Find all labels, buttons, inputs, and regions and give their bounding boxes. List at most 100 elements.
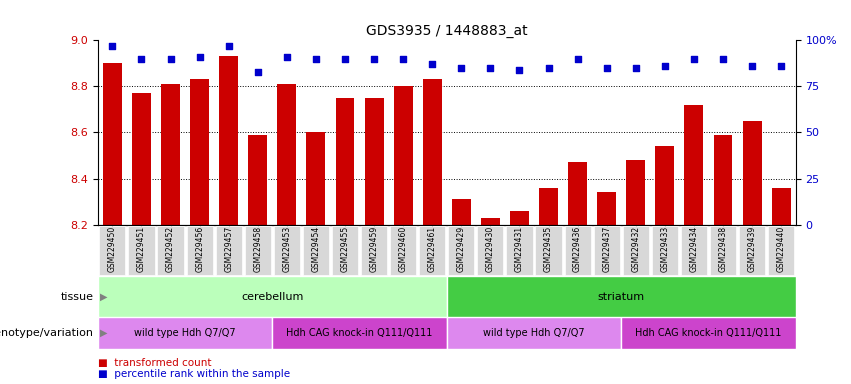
Bar bbox=[713, 135, 733, 225]
Point bbox=[687, 56, 700, 62]
Text: GSM229432: GSM229432 bbox=[631, 226, 640, 272]
Bar bbox=[772, 188, 791, 225]
Text: GSM229434: GSM229434 bbox=[689, 226, 699, 272]
FancyBboxPatch shape bbox=[361, 226, 387, 275]
FancyBboxPatch shape bbox=[535, 226, 562, 275]
Point bbox=[106, 43, 119, 49]
FancyBboxPatch shape bbox=[186, 226, 213, 275]
Text: GSM229453: GSM229453 bbox=[283, 226, 291, 272]
Point bbox=[542, 65, 556, 71]
Text: striatum: striatum bbox=[597, 291, 645, 302]
Bar bbox=[277, 84, 296, 225]
Bar bbox=[568, 162, 587, 225]
Text: ■  percentile rank within the sample: ■ percentile rank within the sample bbox=[98, 369, 290, 379]
Text: GSM229457: GSM229457 bbox=[224, 226, 233, 272]
FancyBboxPatch shape bbox=[215, 226, 242, 275]
FancyBboxPatch shape bbox=[739, 226, 765, 275]
Title: GDS3935 / 1448883_at: GDS3935 / 1448883_at bbox=[366, 24, 528, 38]
Point bbox=[134, 56, 148, 62]
Point bbox=[222, 43, 236, 49]
FancyBboxPatch shape bbox=[420, 226, 445, 275]
FancyBboxPatch shape bbox=[710, 226, 736, 275]
Bar bbox=[539, 188, 558, 225]
Text: wild type Hdh Q7/Q7: wild type Hdh Q7/Q7 bbox=[134, 328, 236, 338]
FancyBboxPatch shape bbox=[506, 226, 533, 275]
Bar bbox=[481, 218, 500, 225]
Text: GSM229451: GSM229451 bbox=[137, 226, 146, 272]
Text: GSM229458: GSM229458 bbox=[254, 226, 262, 272]
Bar bbox=[684, 105, 704, 225]
Text: GSM229437: GSM229437 bbox=[603, 226, 611, 272]
Point bbox=[368, 56, 381, 62]
Point bbox=[280, 54, 294, 60]
Point bbox=[454, 65, 468, 71]
Text: ■  transformed count: ■ transformed count bbox=[98, 358, 211, 368]
Text: GSM229429: GSM229429 bbox=[457, 226, 465, 272]
Bar bbox=[597, 192, 616, 225]
Text: GSM229455: GSM229455 bbox=[340, 226, 350, 272]
FancyBboxPatch shape bbox=[303, 226, 329, 275]
Bar bbox=[335, 98, 355, 225]
Bar bbox=[190, 79, 209, 225]
Bar bbox=[220, 56, 238, 225]
Bar bbox=[655, 146, 674, 225]
Bar bbox=[743, 121, 762, 225]
Text: GSM229450: GSM229450 bbox=[108, 226, 117, 272]
Point bbox=[397, 56, 410, 62]
Text: genotype/variation: genotype/variation bbox=[0, 328, 94, 338]
FancyBboxPatch shape bbox=[623, 226, 648, 275]
FancyBboxPatch shape bbox=[448, 226, 474, 275]
FancyBboxPatch shape bbox=[332, 226, 358, 275]
Point bbox=[426, 61, 439, 67]
FancyBboxPatch shape bbox=[594, 226, 620, 275]
Text: GSM229433: GSM229433 bbox=[660, 226, 670, 272]
FancyBboxPatch shape bbox=[621, 317, 796, 349]
Text: GSM229431: GSM229431 bbox=[515, 226, 524, 272]
Text: GSM229439: GSM229439 bbox=[747, 226, 757, 272]
Text: GSM229461: GSM229461 bbox=[428, 226, 437, 272]
Bar bbox=[510, 211, 529, 225]
FancyBboxPatch shape bbox=[100, 226, 125, 275]
Text: GSM229438: GSM229438 bbox=[718, 226, 728, 272]
Point bbox=[338, 56, 351, 62]
Text: ▶: ▶ bbox=[100, 291, 107, 302]
FancyBboxPatch shape bbox=[681, 226, 707, 275]
FancyBboxPatch shape bbox=[129, 226, 155, 275]
Text: GSM229440: GSM229440 bbox=[777, 226, 785, 272]
Point bbox=[571, 56, 585, 62]
Point bbox=[629, 65, 643, 71]
FancyBboxPatch shape bbox=[447, 317, 621, 349]
FancyBboxPatch shape bbox=[98, 317, 272, 349]
Point bbox=[774, 63, 788, 69]
Text: GSM229436: GSM229436 bbox=[573, 226, 582, 272]
Text: GSM229459: GSM229459 bbox=[369, 226, 379, 272]
FancyBboxPatch shape bbox=[652, 226, 678, 275]
Point bbox=[163, 56, 177, 62]
FancyBboxPatch shape bbox=[477, 226, 504, 275]
FancyBboxPatch shape bbox=[245, 226, 271, 275]
Point bbox=[309, 56, 323, 62]
Bar bbox=[132, 93, 151, 225]
Bar bbox=[103, 63, 122, 225]
FancyBboxPatch shape bbox=[768, 226, 794, 275]
Text: GSM229430: GSM229430 bbox=[486, 226, 495, 272]
Text: Hdh CAG knock-in Q111/Q111: Hdh CAG knock-in Q111/Q111 bbox=[286, 328, 433, 338]
Text: tissue: tissue bbox=[60, 291, 94, 302]
Bar bbox=[161, 84, 180, 225]
Bar bbox=[394, 86, 413, 225]
Bar bbox=[626, 160, 645, 225]
FancyBboxPatch shape bbox=[447, 276, 796, 317]
Point bbox=[658, 63, 671, 69]
Text: GSM229452: GSM229452 bbox=[166, 226, 175, 272]
Text: GSM229456: GSM229456 bbox=[195, 226, 204, 272]
Text: GSM229435: GSM229435 bbox=[544, 226, 553, 272]
Text: ▶: ▶ bbox=[100, 328, 107, 338]
Point bbox=[717, 56, 730, 62]
Text: wild type Hdh Q7/Q7: wild type Hdh Q7/Q7 bbox=[483, 328, 585, 338]
FancyBboxPatch shape bbox=[98, 276, 447, 317]
FancyBboxPatch shape bbox=[274, 226, 300, 275]
Bar bbox=[423, 79, 442, 225]
FancyBboxPatch shape bbox=[157, 226, 184, 275]
Point bbox=[193, 54, 207, 60]
Text: Hdh CAG knock-in Q111/Q111: Hdh CAG knock-in Q111/Q111 bbox=[635, 328, 782, 338]
